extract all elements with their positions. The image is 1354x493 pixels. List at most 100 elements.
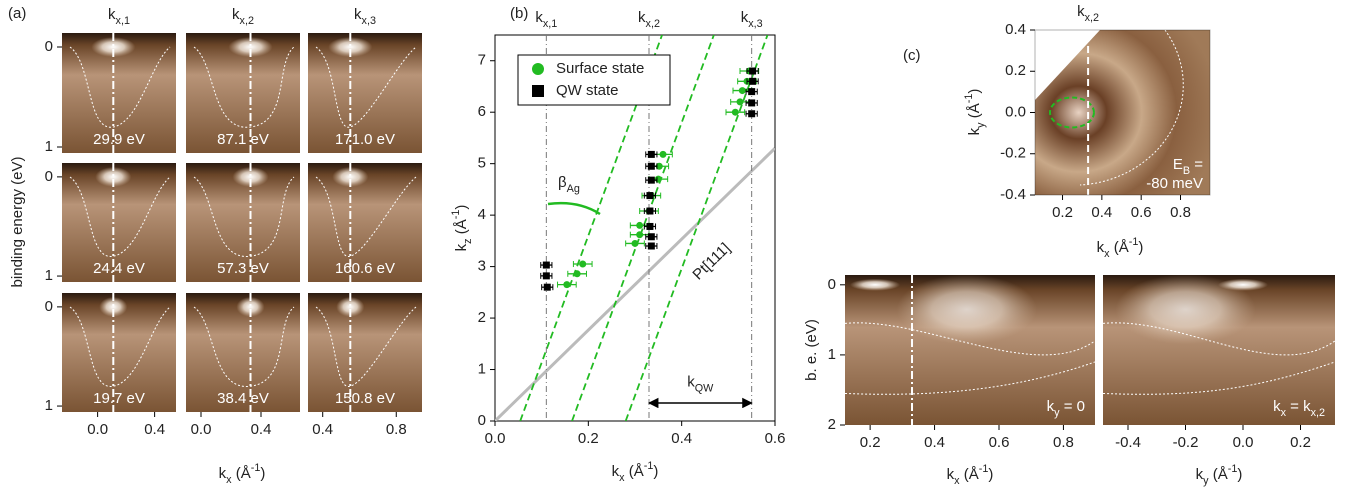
- x-tick-label: 0.4: [1091, 204, 1112, 221]
- band-intensity: [1115, 274, 1256, 345]
- contour-guide: [1079, 29, 1184, 186]
- beta-line: [571, 35, 715, 421]
- label-part: (Å: [453, 219, 470, 238]
- label-part: x: [954, 475, 960, 487]
- panel-label: (b): [510, 5, 528, 22]
- y-tick-label: 7: [478, 52, 486, 69]
- x-tick-label: 0.0: [191, 421, 212, 438]
- arpes-image: [308, 293, 422, 412]
- label-part: k: [354, 6, 362, 23]
- x-axis-label: kx (Å-1): [219, 462, 266, 486]
- label-part: β: [558, 174, 567, 191]
- data-point: [736, 98, 744, 106]
- label-part: k: [535, 9, 543, 26]
- arpes-image: [308, 163, 422, 282]
- band-guide: [69, 176, 171, 257]
- data-point: [631, 239, 639, 247]
- cut-note: ky = 0: [1047, 398, 1085, 419]
- label-part: -1: [1129, 236, 1139, 248]
- label-part: (Å: [1209, 466, 1228, 483]
- y-tick-label: -0.4: [1000, 186, 1026, 203]
- label-part: -1: [251, 462, 261, 474]
- label-part: k: [638, 9, 646, 26]
- y-tick-label: 0: [45, 298, 53, 315]
- data-point: [647, 162, 655, 170]
- x-tick-label: 0.4: [144, 421, 165, 438]
- data-point: [647, 233, 655, 241]
- data-point: [636, 221, 644, 229]
- label-part: x,2: [1311, 407, 1325, 419]
- y-tick-label: 4: [478, 206, 486, 223]
- column-header: kx,2: [232, 6, 254, 27]
- intensity-spot: [336, 296, 365, 317]
- photon-energy: 24.4 eV: [93, 260, 145, 277]
- data-point: [749, 77, 757, 85]
- x-tick-label: 0.8: [1053, 434, 1074, 451]
- intensity-spot: [850, 278, 900, 291]
- x-axis-label: kx (Å-1): [947, 463, 994, 487]
- label-part: (Å: [232, 465, 251, 482]
- label-part: x,2: [240, 15, 254, 27]
- data-point: [646, 207, 654, 215]
- surface-state-contour: [1049, 96, 1095, 129]
- x-tick-label: 0.6: [1131, 204, 1152, 221]
- label-part: k: [947, 466, 955, 483]
- label-part: k: [453, 243, 470, 251]
- label-part: x: [1281, 407, 1287, 419]
- data-point: [748, 88, 756, 96]
- x-tick-label: 0.6: [989, 434, 1010, 451]
- y-tick-label: 1: [478, 361, 486, 378]
- data-point: [579, 260, 587, 268]
- label-part: (Å: [1110, 239, 1129, 256]
- band-guide: [315, 306, 417, 387]
- panel-label: (c): [903, 47, 921, 64]
- label-part: y: [975, 122, 987, 128]
- label-part: k: [966, 127, 983, 135]
- label-part: x,1: [543, 18, 557, 30]
- label-part: E: [1173, 156, 1183, 173]
- label-part: x: [619, 472, 625, 484]
- reference-label: kx,1: [535, 9, 557, 30]
- label-part: k: [687, 373, 695, 390]
- photon-energy: 29.9 eV: [93, 131, 145, 148]
- label-part: k: [612, 463, 620, 480]
- x-tick-label: 0.4: [671, 430, 692, 447]
- label-part: x,3: [748, 18, 762, 30]
- photon-energy: 87.1 eV: [217, 131, 269, 148]
- label-part: k: [219, 465, 227, 482]
- y-tick-label: 1: [45, 397, 53, 414]
- data-point: [542, 272, 550, 280]
- band-guide: [1102, 361, 1336, 395]
- label-part: x,2: [646, 18, 660, 30]
- pt-line: [495, 147, 775, 421]
- label-part: = 0: [1060, 398, 1085, 415]
- data-point: [659, 150, 667, 158]
- label-part: (Å: [960, 466, 979, 483]
- cut-note: kx = kx,2: [1273, 398, 1325, 419]
- intensity-spot: [332, 166, 369, 187]
- label-part: -1: [644, 460, 654, 472]
- reference-label: kx,3: [741, 9, 763, 30]
- data-point: [646, 192, 654, 200]
- intensity-spot: [91, 37, 136, 57]
- label-part: y: [1054, 407, 1060, 419]
- label-part: k: [108, 6, 116, 23]
- y-tick-label: -0.2: [1000, 145, 1026, 162]
- pt-line-label: Pt[111]: [689, 240, 733, 284]
- legend-label: QW state: [556, 82, 619, 99]
- band-guide: [315, 176, 417, 257]
- data-point: [748, 99, 756, 107]
- data-point: [542, 261, 550, 269]
- band-guide: [193, 176, 295, 257]
- band-guide: [69, 46, 171, 128]
- y-axis-label: binding energy (eV): [9, 157, 26, 288]
- photon-energy: 171.0 eV: [335, 131, 395, 148]
- legend-marker: [532, 63, 544, 75]
- label-part: k: [1047, 398, 1055, 415]
- intensity-spot: [328, 37, 373, 57]
- data-point: [654, 175, 662, 183]
- photon-energy: 57.3 eV: [217, 260, 269, 277]
- band-guide: [844, 322, 1096, 356]
- y-tick-label: 2: [828, 416, 836, 433]
